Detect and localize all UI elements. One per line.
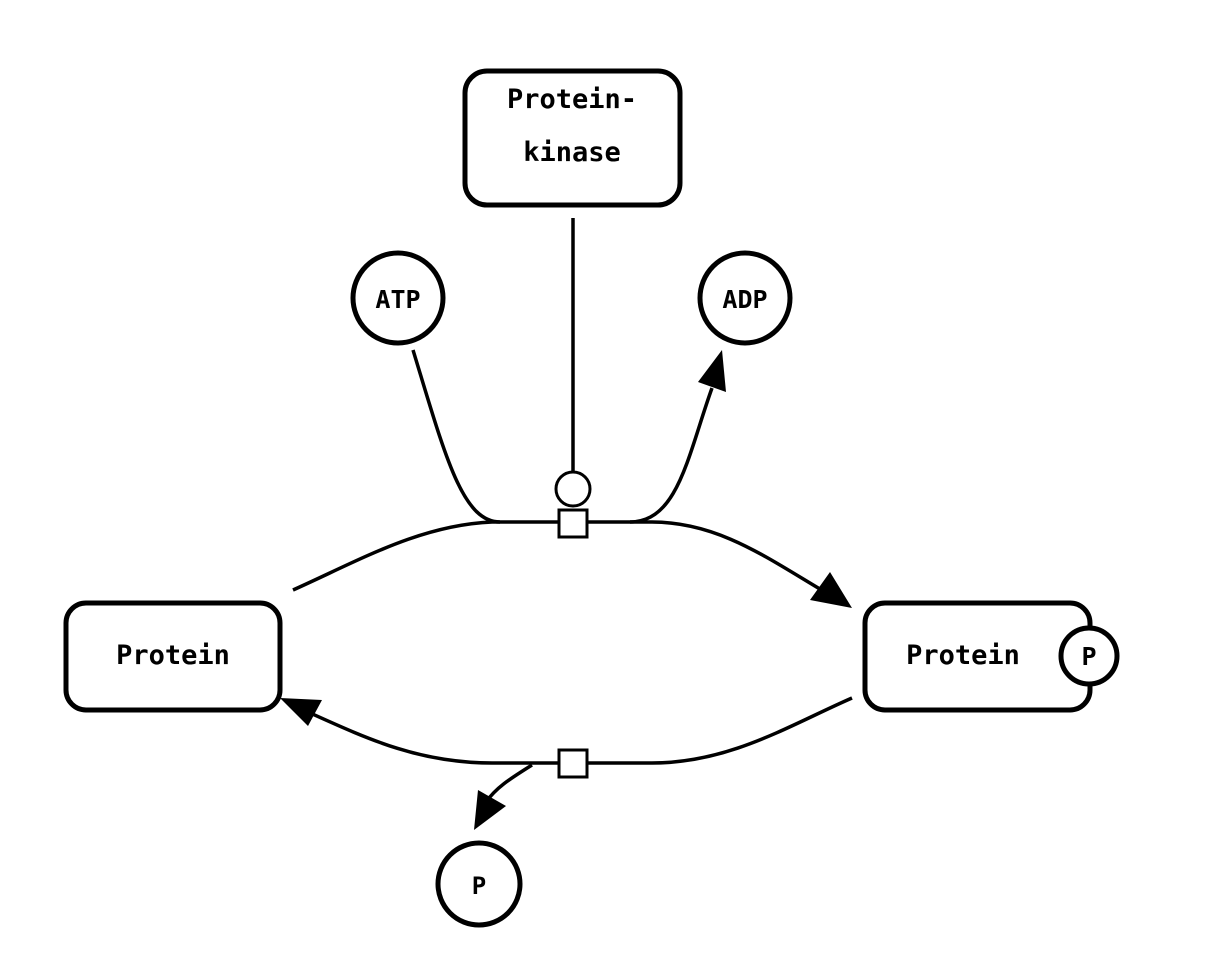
arrowhead-to-protein-phospho <box>810 572 852 608</box>
protein-kinase-label-line1: Protein- <box>507 84 637 115</box>
node-protein-phosphorylated[interactable]: Protein P <box>862 600 1120 713</box>
process-glyph-bottom <box>557 748 589 779</box>
atp-label: ATP <box>375 285 420 314</box>
edge-atp-consumption <box>411 349 501 524</box>
arrowhead-to-adp <box>698 350 726 392</box>
protein-phospho-label: Protein <box>906 640 1020 671</box>
phosphate-label: P <box>472 872 486 900</box>
node-atp[interactable]: ATP <box>350 250 446 346</box>
node-protein[interactable]: Protein <box>63 600 283 713</box>
arrowhead-to-protein <box>280 698 322 726</box>
arrowhead-to-phosphate <box>474 790 506 830</box>
phospho-state-label: P <box>1081 642 1096 671</box>
protein-label: Protein <box>116 640 230 671</box>
node-protein-kinase[interactable]: Protein- kinase <box>462 68 683 208</box>
node-phosphate[interactable]: P <box>435 840 523 928</box>
edge-adp-production <box>629 387 714 524</box>
node-adp[interactable]: ADP <box>697 250 793 346</box>
process-glyph-top <box>557 508 589 539</box>
phospho-state-variable <box>1058 625 1120 687</box>
protein-kinase-label-line2: kinase <box>523 137 621 168</box>
catalysis-glyph <box>554 470 592 508</box>
adp-label: ADP <box>722 285 767 314</box>
edge-dephosphorylation <box>307 696 853 765</box>
edge-phosphate-release <box>484 763 533 804</box>
